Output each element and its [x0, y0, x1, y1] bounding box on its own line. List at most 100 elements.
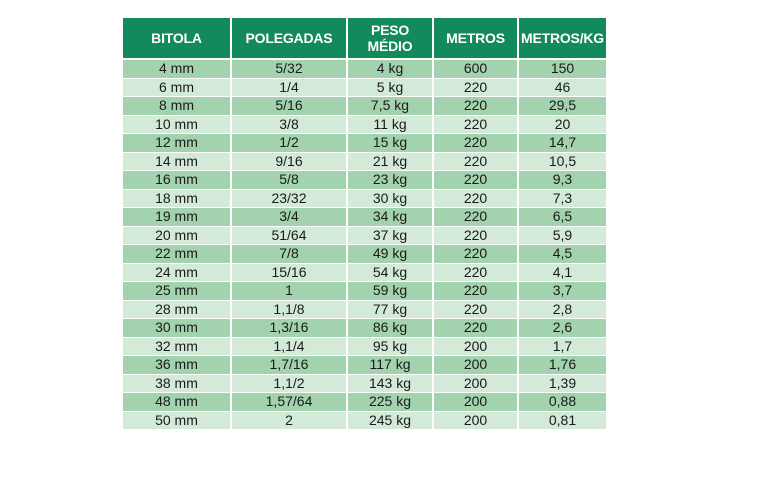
cell-metros-kg: 1,7	[518, 337, 606, 356]
cell-peso-medio: 34 kg	[347, 207, 434, 227]
cell-metros-kg: 6,5	[518, 207, 606, 227]
table-row: 25 mm 1 59 kg 220 3,7	[123, 281, 606, 301]
cell-metros-kg: 9,3	[518, 170, 606, 190]
cell-metros: 200	[433, 374, 519, 393]
cell-bitola: 30 mm	[123, 318, 232, 338]
cell-metros-kg: 4,5	[518, 244, 606, 264]
cell-bitola: 24 mm	[123, 263, 232, 282]
table-row: 20 mm 51/64 37 kg 220 5,9	[123, 226, 606, 245]
cell-metros-kg: 46	[518, 78, 606, 97]
cell-polegadas: 1,1/8	[231, 300, 348, 319]
cell-bitola: 32 mm	[123, 337, 232, 356]
table-row: 16 mm 5/8 23 kg 220 9,3	[123, 170, 606, 190]
table-row: 10 mm 3/8 11 kg 220 20	[123, 115, 606, 134]
cell-peso-medio: 86 kg	[347, 318, 434, 338]
cell-metros-kg: 1,39	[518, 374, 606, 393]
table-row: 36 mm 1,7/16 117 kg 200 1,76	[123, 355, 606, 375]
table-row: 12 mm 1/2 15 kg 220 14,7	[123, 133, 606, 153]
cell-metros-kg: 4,1	[518, 263, 606, 282]
cell-metros: 220	[433, 244, 519, 264]
table-row: 14 mm 9/16 21 kg 220 10,5	[123, 152, 606, 171]
cell-peso-medio: 95 kg	[347, 337, 434, 356]
cell-metros: 220	[433, 133, 519, 153]
cell-polegadas: 1,7/16	[231, 355, 348, 375]
cell-polegadas: 1,1/2	[231, 374, 348, 393]
cell-bitola: 10 mm	[123, 115, 232, 134]
cell-polegadas: 23/32	[231, 189, 348, 208]
cell-peso-medio: 245 kg	[347, 411, 434, 430]
cell-bitola: 4 mm	[123, 59, 232, 79]
header-bitola: BITOLA	[123, 18, 232, 60]
cell-peso-medio: 77 kg	[347, 300, 434, 319]
header-polegadas: POLEGADAS	[231, 18, 348, 60]
cell-peso-medio: 54 kg	[347, 263, 434, 282]
table-row: 19 mm 3/4 34 kg 220 6,5	[123, 207, 606, 227]
table-row: 18 mm 23/32 30 kg 220 7,3	[123, 189, 606, 208]
cell-metros: 220	[433, 263, 519, 282]
table-body: 4 mm 5/32 4 kg 600 150 6 mm 1/4 5 kg 220 46 8 mm 5/…	[123, 59, 606, 430]
cell-bitola: 20 mm	[123, 226, 232, 245]
cell-metros: 220	[433, 96, 519, 116]
cell-metros: 220	[433, 78, 519, 97]
table-row: 50 mm 2 245 kg 200 0,81	[123, 411, 606, 430]
table-row: 22 mm 7/8 49 kg 220 4,5	[123, 244, 606, 264]
cell-metros: 220	[433, 207, 519, 227]
cell-metros-kg: 1,76	[518, 355, 606, 375]
cell-polegadas: 5/32	[231, 59, 348, 79]
cell-polegadas: 1,1/4	[231, 337, 348, 356]
cell-metros: 220	[433, 281, 519, 301]
cell-peso-medio: 37 kg	[347, 226, 434, 245]
table-row: 24 mm 15/16 54 kg 220 4,1	[123, 263, 606, 282]
cell-bitola: 48 mm	[123, 392, 232, 412]
header-metros: METROS	[433, 18, 519, 60]
table-row: 32 mm 1,1/4 95 kg 200 1,7	[123, 337, 606, 356]
cell-metros: 200	[433, 411, 519, 430]
cell-metros: 220	[433, 170, 519, 190]
table-row: 48 mm 1,57/64 225 kg 200 0,88	[123, 392, 606, 412]
cell-metros-kg: 14,7	[518, 133, 606, 153]
cell-metros: 200	[433, 355, 519, 375]
cell-polegadas: 3/8	[231, 115, 348, 134]
table-row: 28 mm 1,1/8 77 kg 220 2,8	[123, 300, 606, 319]
cell-metros: 200	[433, 392, 519, 412]
cell-metros-kg: 0,88	[518, 392, 606, 412]
cell-metros-kg: 2,6	[518, 318, 606, 338]
cell-metros: 600	[433, 59, 519, 79]
cell-peso-medio: 59 kg	[347, 281, 434, 301]
cell-polegadas: 1,57/64	[231, 392, 348, 412]
cell-peso-medio: 143 kg	[347, 374, 434, 393]
table-header-row: BITOLA POLEGADAS PESO MÉDIO METROS METRO…	[123, 18, 606, 60]
cell-bitola: 18 mm	[123, 189, 232, 208]
cell-bitola: 28 mm	[123, 300, 232, 319]
cell-metros-kg: 10,5	[518, 152, 606, 171]
cell-metros: 220	[433, 115, 519, 134]
cell-polegadas: 51/64	[231, 226, 348, 245]
cell-polegadas: 7/8	[231, 244, 348, 264]
cell-metros: 220	[433, 300, 519, 319]
cell-polegadas: 1/4	[231, 78, 348, 97]
cell-polegadas: 5/16	[231, 96, 348, 116]
cell-metros-kg: 20	[518, 115, 606, 134]
cell-metros-kg: 0,81	[518, 411, 606, 430]
cell-bitola: 14 mm	[123, 152, 232, 171]
cell-bitola: 25 mm	[123, 281, 232, 301]
cell-peso-medio: 21 kg	[347, 152, 434, 171]
cell-bitola: 8 mm	[123, 96, 232, 116]
cell-bitola: 12 mm	[123, 133, 232, 153]
rope-spec-table: BITOLA POLEGADAS PESO MÉDIO METROS METRO…	[123, 18, 606, 430]
table-row: 30 mm 1,3/16 86 kg 220 2,6	[123, 318, 606, 338]
cell-peso-medio: 30 kg	[347, 189, 434, 208]
cell-polegadas: 9/16	[231, 152, 348, 171]
cell-polegadas: 1,3/16	[231, 318, 348, 338]
cell-peso-medio: 225 kg	[347, 392, 434, 412]
cell-metros: 220	[433, 318, 519, 338]
cell-metros-kg: 29,5	[518, 96, 606, 116]
cell-peso-medio: 117 kg	[347, 355, 434, 375]
table-row: 8 mm 5/16 7,5 kg 220 29,5	[123, 96, 606, 116]
cell-polegadas: 15/16	[231, 263, 348, 282]
cell-peso-medio: 7,5 kg	[347, 96, 434, 116]
cell-bitola: 36 mm	[123, 355, 232, 375]
cell-peso-medio: 11 kg	[347, 115, 434, 134]
cell-peso-medio: 5 kg	[347, 78, 434, 97]
cell-polegadas: 5/8	[231, 170, 348, 190]
